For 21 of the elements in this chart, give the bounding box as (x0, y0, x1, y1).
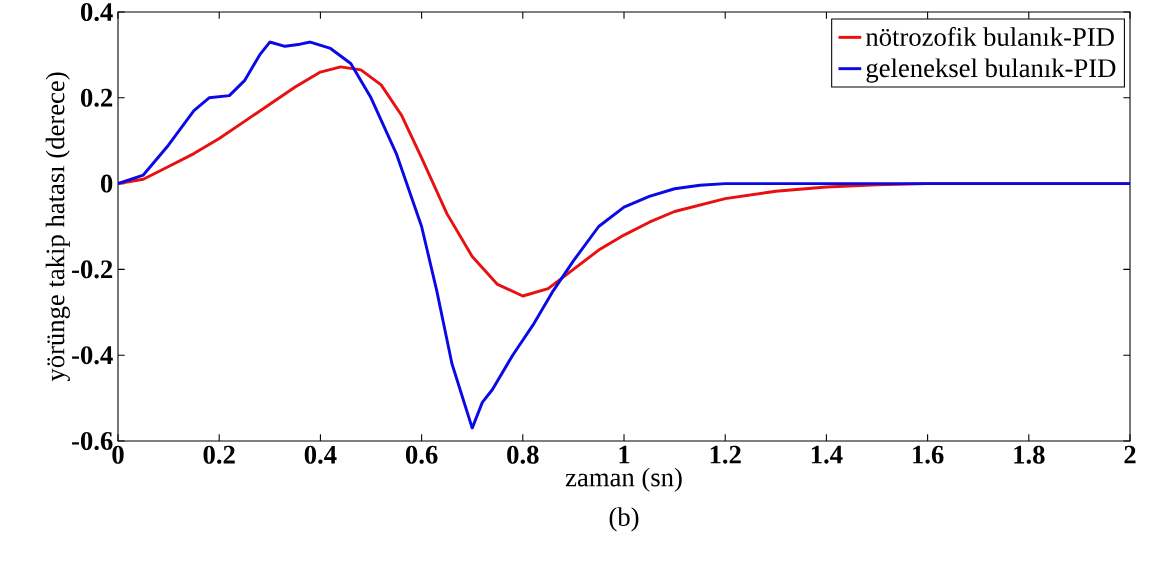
y-tick-label: 0.4 (80, 2, 113, 22)
y-axis-title: yörünge takip hatası (derece) (45, 72, 70, 382)
y-tick-label: -0.2 (72, 260, 113, 279)
x-tick-label: 1.2 (710, 445, 741, 464)
y-tick-label: 0 (100, 174, 113, 193)
x-tick-label: 0.6 (405, 445, 438, 464)
y-tick-label: -0.6 (72, 431, 113, 451)
x-axis-title: zaman (sn) (565, 467, 682, 492)
x-tick-label: 1.6 (913, 445, 944, 464)
text: (b) (609, 507, 639, 532)
x-tick-label: 1 (619, 445, 630, 464)
x-tick-label: 0.8 (507, 445, 539, 464)
legend-label: geleneksel bulanık-PID (866, 58, 1116, 83)
x-tick-label: 1.4 (811, 445, 843, 464)
x-tick-label: 1.8 (1014, 445, 1045, 464)
x-tick-label: 0.4 (304, 445, 337, 464)
x-tick-label: 0.2 (203, 445, 235, 464)
legend-label: nötrozofik bulanık-PID (865, 26, 1114, 46)
y-tick-label: -0.4 (72, 346, 113, 365)
y-tick-label: 0.2 (80, 88, 113, 107)
x-tick-label: 2 (1124, 445, 1136, 464)
